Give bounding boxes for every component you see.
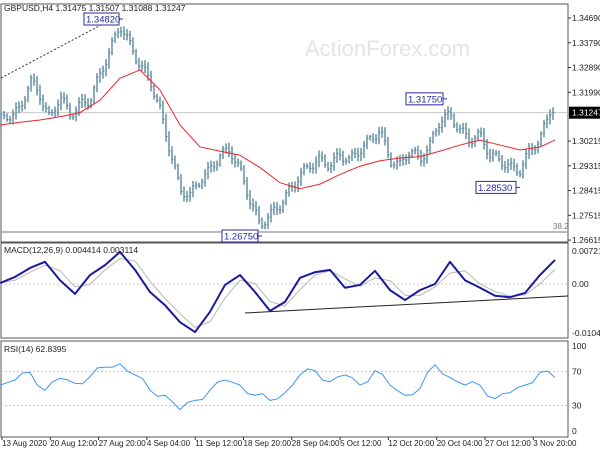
current-price-label: 1.31247 [572, 108, 600, 118]
time-tick-label: 27 Aug 20:00 [99, 439, 147, 448]
annotation-label: 1.34820 [86, 15, 120, 26]
macd-panel-title: MACD(12,26,9) 0.004414 0.003114 [4, 245, 138, 255]
macd-tick-label: 0.007213 [572, 246, 600, 256]
macd-tick-label: -0.01048 [572, 328, 600, 338]
price-panel: ActionForex.com 1.34690 1.33790 1.32890 1.31… [0, 3, 600, 245]
fib-level-label: 38.2 [553, 222, 569, 231]
time-tick-label: 13 Aug 2020 [2, 439, 47, 448]
macd-panel-frame [0, 242, 569, 339]
price-tick-label: 1.29315 [572, 161, 600, 171]
time-tick-label: 27 Oct 12:00 [485, 439, 531, 448]
time-tick-label: 28 Sep 04:00 [292, 439, 340, 448]
annotation-box [405, 92, 444, 106]
annotation-box [221, 229, 259, 243]
time-tick-label: 18 Sep 20:00 [244, 439, 292, 448]
price-panel-title: GBPUSD,H4 1.31475 1.31507 1.31088 1.3124… [4, 3, 186, 13]
price-tick-label: 1.26615 [572, 235, 600, 245]
rsi-panel: 100 70 30 0 [0, 340, 586, 438]
rsi-tick-label: 30 [572, 401, 582, 411]
rsi-panel-frame [0, 340, 569, 438]
time-tick-label: 20 Aug 12:00 [50, 439, 98, 448]
rsi-tick-label: 100 [572, 341, 586, 351]
time-tick-label: 4 Sep 04:00 [147, 439, 191, 448]
annotation-box [83, 12, 120, 26]
moving-average-line [0, 69, 556, 190]
rsi-tick-label: 70 [572, 367, 582, 377]
price-tick-label: 1.32890 [572, 63, 600, 73]
current-price-box [569, 106, 600, 119]
time-axis: 13 Aug 2020 20 Aug 12:00 27 Aug 20:00 4 Sep… [1, 437, 577, 448]
rsi-panel-title: RSI(14) 62.8395 [4, 344, 67, 354]
price-tick-label: 1.31990 [572, 87, 600, 97]
macd-trendline [244, 295, 569, 314]
time-tick-label: 5 Oct 12:00 [340, 439, 382, 448]
price-tick-label: 1.28415 [572, 186, 600, 196]
rsi-tick-label: 0 [572, 426, 577, 436]
macd-panel: 0.007213 0.00 -0.01048 [0, 242, 600, 339]
macd-tick-label: 0.00 [572, 279, 589, 289]
time-tick-label: 12 Oct 20:00 [388, 439, 434, 448]
watermark: ActionForex.com [305, 36, 470, 61]
time-tick-label: 3 Nov 20:00 [533, 439, 577, 448]
macd-line [0, 250, 556, 334]
price-tick-label: 1.34690 [572, 13, 600, 23]
price-tick-label: 1.33790 [572, 38, 600, 48]
annotation-label: 1.31750 [408, 94, 442, 105]
annotation-box [475, 180, 517, 194]
price-tick-label: 1.30215 [572, 136, 600, 146]
macd-signal-line [0, 258, 556, 328]
annotation-label: 1.26750 [224, 232, 258, 243]
time-tick-label: 20 Oct 04:00 [437, 439, 483, 448]
price-tick-label: 1.27515 [572, 210, 600, 220]
rsi-line [0, 363, 556, 411]
time-tick-label: 11 Sep 12:00 [195, 439, 243, 448]
annotation-label: 1.28530 [478, 183, 512, 194]
